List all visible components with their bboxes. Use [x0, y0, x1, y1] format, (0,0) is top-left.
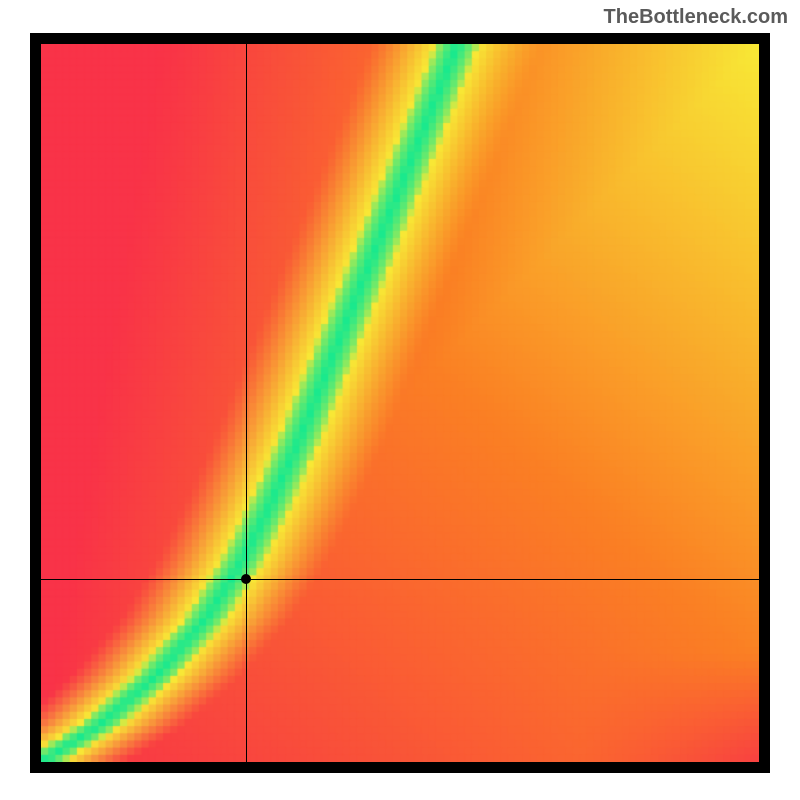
heatmap-canvas: [41, 44, 759, 762]
chart-container: { "attribution": "TheBottleneck.com", "c…: [0, 0, 800, 800]
attribution-text: TheBottleneck.com: [604, 6, 788, 29]
crosshair-vertical: [246, 44, 247, 762]
marker-dot: [241, 574, 251, 584]
crosshair-horizontal: [41, 579, 759, 580]
chart-frame: [30, 33, 770, 773]
